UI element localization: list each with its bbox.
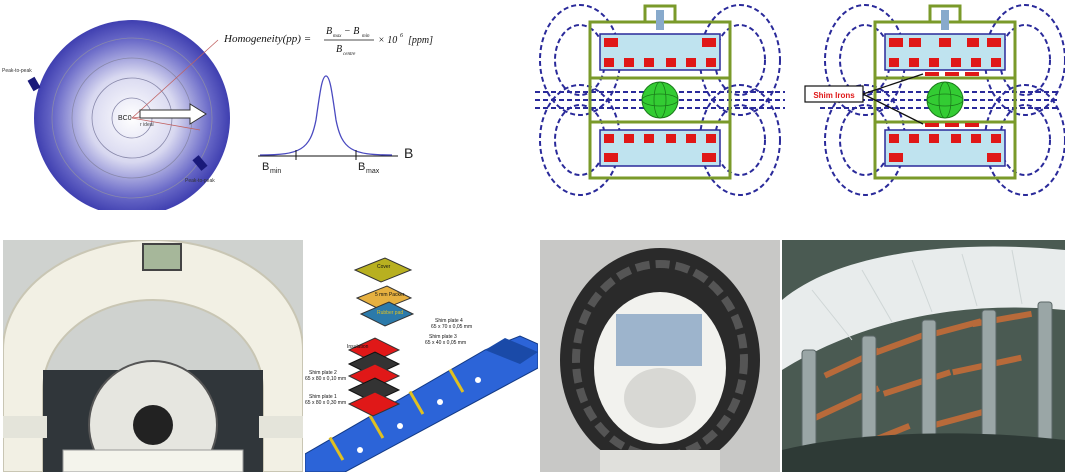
pole-bottom <box>884 129 1006 167</box>
plate2-dims: 65 x 80 x 0,10 mm <box>305 376 346 382</box>
pole-top <box>599 33 721 71</box>
magnet-bore-illustration <box>540 240 780 472</box>
plate4-dims: 65 x 70 x 0,05 mm <box>431 324 472 330</box>
patient-table <box>62 449 244 472</box>
bmin-label: B <box>262 161 269 173</box>
radius-label: r ideal <box>140 122 154 128</box>
formula-sub-min: min <box>362 34 370 39</box>
shim-stack-svg: Cover 5 mm Packer Rubber pad Insulation … <box>305 257 538 472</box>
homogeneity-svg: Peak-to-peak Peak-to-peak BC0 r ideal Ho… <box>2 20 433 210</box>
bore-window <box>616 314 702 366</box>
sphere-equator <box>641 93 679 107</box>
center-label: BC0 <box>118 115 132 122</box>
magnet-bore-photo <box>540 240 780 472</box>
sphere-meridian <box>938 81 952 119</box>
plate1-dims: 65 x 80 x 0,30 mm <box>305 400 346 406</box>
formula-exp: 6 <box>400 33 403 39</box>
shim-irons <box>925 72 979 127</box>
bmin-sub: min <box>270 168 281 175</box>
plate4-name: Shim plate 4 <box>435 318 463 324</box>
top-post <box>941 10 949 30</box>
radius-arrow <box>139 103 207 125</box>
shim-irons-label-box <box>804 85 864 103</box>
shim-stack-diagram: Cover 5 mm Packer Rubber pad Insulation … <box>305 240 538 472</box>
field-peak-curve <box>259 75 393 156</box>
mri-scanner-photo <box>3 240 303 472</box>
formula-unit: [ppm] <box>408 35 433 46</box>
homogeneous-sphere <box>641 81 679 119</box>
coil-windings-photo <box>782 240 1065 472</box>
rail-holes <box>357 377 481 453</box>
base-plate <box>600 450 720 472</box>
shim-irons-label: Shim Irons <box>813 91 855 100</box>
peak-marker-top <box>27 76 41 92</box>
dipole-magnet-diagrams: Shim Irons <box>520 0 1065 205</box>
bmax-label: B <box>358 161 365 173</box>
cover-layer <box>353 257 413 283</box>
homogeneous-sphere <box>926 81 964 119</box>
callout-line <box>862 93 924 125</box>
plate3-dims: 65 x 40 x 0,05 mm <box>425 340 466 346</box>
contour-ring <box>51 37 213 199</box>
formula-tail: × 10 <box>378 35 397 46</box>
mri-scanner-illustration <box>3 240 303 472</box>
coil-former <box>782 246 1065 370</box>
dipole-svg: Shim Irons <box>535 4 1065 196</box>
formula-den: B <box>336 44 342 55</box>
homogeneity-diagram: Peak-to-peak Peak-to-peak BC0 r ideal Ho… <box>0 0 470 210</box>
pole-bottom <box>599 129 721 167</box>
dipole-magnet-right: Shim Irons <box>804 4 1065 196</box>
peak-label-bottom: Peak-to-peak <box>185 178 215 184</box>
formula-num-bmax: B <box>326 26 332 37</box>
packer-label: 5 mm Packer <box>375 292 405 298</box>
top-post <box>656 10 664 30</box>
gantry-shell <box>3 240 303 472</box>
ray-line <box>131 117 201 131</box>
sphere-meridian <box>653 81 667 119</box>
shim-labels: Cover 5 mm Packer Rubber pad Insulation … <box>305 264 472 406</box>
plate3-name: Shim plate 3 <box>429 334 457 340</box>
rubber-label: Rubber pad <box>377 310 403 316</box>
display-panel <box>142 243 182 271</box>
cover-label: Cover <box>377 264 391 270</box>
formula-sub-max: max <box>333 34 342 39</box>
callout-line <box>862 73 924 95</box>
coil-blocks <box>604 38 716 162</box>
packer-layer <box>355 285 413 311</box>
shim-plate-1 <box>347 391 401 417</box>
homogeneity-formula: Homogeneity(pp) = B max − B min B centre… <box>223 26 433 57</box>
ray-line <box>131 39 219 119</box>
formula-sub-centre: centre <box>343 52 356 57</box>
dipole-magnet-left <box>535 4 785 196</box>
field-disk <box>34 20 230 210</box>
insulation-label: Insulation <box>347 344 369 350</box>
coil-blocks <box>889 38 1001 162</box>
side-control-left <box>3 416 47 438</box>
rail-end <box>485 338 538 364</box>
shim-rail <box>305 335 538 472</box>
bore-center <box>133 405 173 445</box>
rail-dividers <box>328 368 465 461</box>
peak-marker-bottom <box>192 155 208 171</box>
side-control-right <box>259 416 303 438</box>
plate1-name: Shim plate 1 <box>309 394 337 400</box>
axis-label-b: B <box>404 145 413 161</box>
formula-minus-bmin: − B <box>344 26 359 37</box>
formula-lhs: Homogeneity(pp) = <box>223 33 311 45</box>
sphere-equator <box>926 93 964 107</box>
former-lines <box>811 249 1023 341</box>
bmax-sub: max <box>366 168 380 175</box>
peak-label-top: Peak-to-peak <box>2 68 32 74</box>
clamp-brackets <box>801 301 1053 461</box>
coil-windings-illustration <box>782 240 1065 472</box>
coil-base <box>782 433 1065 472</box>
plate2-name: Shim plate 2 <box>309 370 337 376</box>
inner-opening <box>624 368 696 428</box>
rubber-pad-layer <box>359 301 415 327</box>
